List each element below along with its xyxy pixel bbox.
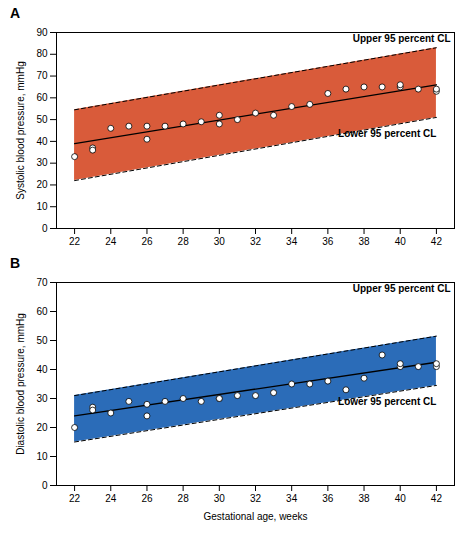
svg-text:32: 32 (250, 493, 262, 504)
svg-text:70: 70 (36, 277, 48, 288)
svg-text:34: 34 (286, 236, 298, 247)
svg-text:42: 42 (431, 493, 443, 504)
svg-text:Lower 95 percent CL: Lower 95 percent CL (338, 128, 436, 139)
svg-text:Systolic blood pressure, mmHg: Systolic blood pressure, mmHg (15, 61, 26, 199)
svg-text:20: 20 (36, 422, 48, 433)
svg-text:80: 80 (36, 48, 48, 59)
html-text:B: B (10, 255, 21, 271)
svg-text:30: 30 (36, 393, 48, 404)
svg-text:26: 26 (141, 236, 153, 247)
svg-text:24: 24 (105, 236, 117, 247)
svg-text:60: 60 (36, 306, 48, 317)
svg-text:26: 26 (141, 493, 153, 504)
svg-text:38: 38 (358, 236, 370, 247)
svg-text:Upper 95 percent CL: Upper 95 percent CL (353, 33, 451, 44)
svg-text:Upper 95 percent CL: Upper 95 percent CL (353, 283, 451, 294)
svg-text:70: 70 (36, 70, 48, 81)
svg-text:40: 40 (36, 136, 48, 147)
svg-text:10: 10 (36, 451, 48, 462)
svg-text:10: 10 (36, 201, 48, 212)
svg-text:22: 22 (69, 236, 81, 247)
svg-text:28: 28 (178, 236, 190, 247)
svg-text:34: 34 (286, 493, 298, 504)
svg-text:32: 32 (250, 236, 262, 247)
svg-text:20: 20 (36, 179, 48, 190)
svg-text:0: 0 (42, 223, 48, 234)
svg-text:60: 60 (36, 92, 48, 103)
svg-text:28: 28 (178, 493, 190, 504)
svg-text:30: 30 (214, 236, 226, 247)
html-text:A: A (10, 5, 21, 21)
svg-text:0: 0 (42, 480, 48, 491)
svg-text:22: 22 (69, 493, 81, 504)
svg-text:50: 50 (36, 114, 48, 125)
svg-text:24: 24 (105, 493, 117, 504)
svg-text:40: 40 (36, 364, 48, 375)
svg-text:90: 90 (36, 27, 48, 38)
svg-text:38: 38 (358, 493, 370, 504)
svg-text:30: 30 (214, 493, 226, 504)
svg-text:36: 36 (322, 493, 334, 504)
svg-text:Lower 95 percent CL: Lower 95 percent CL (338, 396, 436, 407)
svg-text:40: 40 (395, 236, 407, 247)
svg-text:30: 30 (36, 157, 48, 168)
svg-text:50: 50 (36, 335, 48, 346)
svg-text:36: 36 (322, 236, 334, 247)
svg-text:Gestational age, weeks: Gestational age, weeks (204, 511, 308, 522)
svg-text:Diastolic blood pressure, mmHg: Diastolic blood pressure, mmHg (15, 313, 26, 455)
svg-text:40: 40 (395, 493, 407, 504)
svg-text:42: 42 (431, 236, 443, 247)
